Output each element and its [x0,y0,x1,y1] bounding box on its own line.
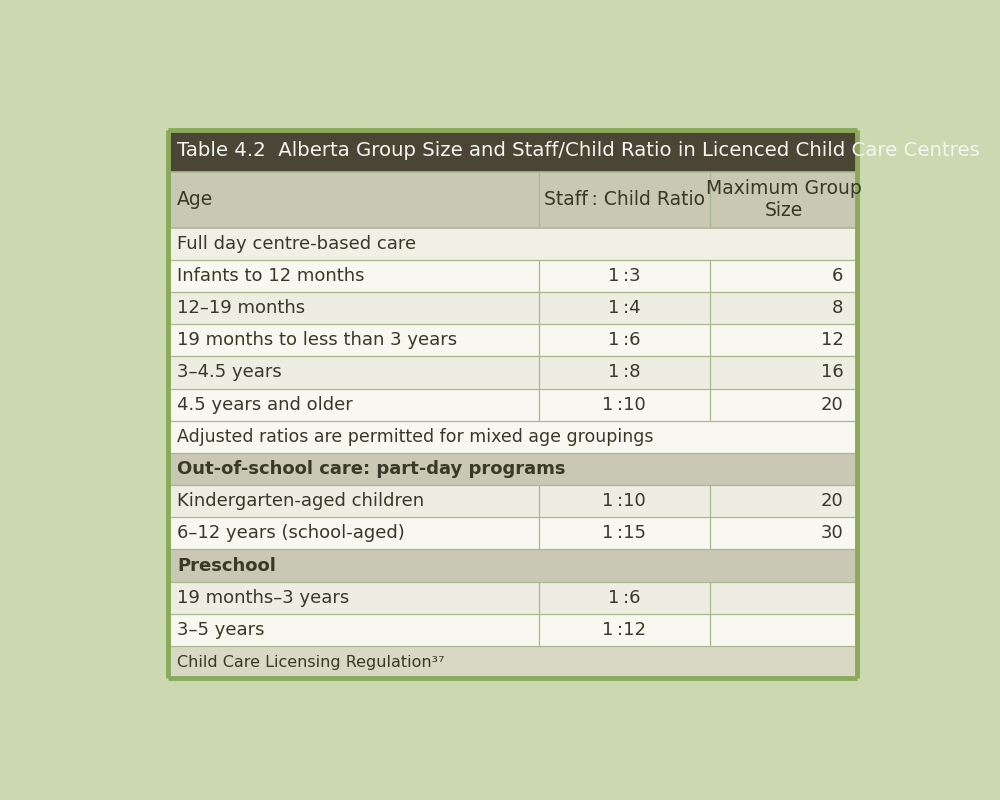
Bar [168,260,539,292]
Bar [710,389,857,421]
Bar [168,324,539,356]
Bar [168,485,539,518]
Text: 19 months to less than 3 years: 19 months to less than 3 years [177,331,457,350]
Bar [168,389,539,421]
Bar [539,172,710,228]
Text: Staff : Child Ratio: Staff : Child Ratio [544,190,705,210]
Bar [539,582,710,614]
Bar [168,582,539,614]
Bar [710,614,857,646]
Bar [710,172,857,228]
Text: 19 months–3 years: 19 months–3 years [177,589,349,606]
Text: 20: 20 [821,396,843,414]
Text: Out-of-school care: part-day programs: Out-of-school care: part-day programs [177,460,565,478]
Bar [539,518,710,550]
Bar [539,292,710,324]
Text: 1 :12: 1 :12 [602,621,646,639]
Text: Infants to 12 months: Infants to 12 months [177,267,364,285]
Text: 20: 20 [821,492,843,510]
Bar [710,518,857,550]
Text: 6: 6 [832,267,843,285]
Bar [710,356,857,389]
Text: Full day centre-based care: Full day centre-based care [177,234,416,253]
Bar [539,485,710,518]
Text: 1 :8: 1 :8 [608,363,640,382]
Bar [710,485,857,518]
Bar [168,292,539,324]
Text: 8: 8 [832,299,843,317]
Text: 1 :15: 1 :15 [602,524,646,542]
Text: 1 :6: 1 :6 [608,589,640,606]
Bar [168,614,539,646]
Text: 1 :10: 1 :10 [602,492,646,510]
Text: 30: 30 [821,524,843,542]
Text: 12: 12 [821,331,843,350]
Bar [168,518,539,550]
Text: 1 :10: 1 :10 [602,396,646,414]
Bar [168,130,857,172]
Bar [168,646,857,678]
Bar [539,260,710,292]
Text: 12–19 months: 12–19 months [177,299,305,317]
Bar [168,453,857,485]
Bar [710,260,857,292]
Text: 3–5 years: 3–5 years [177,621,264,639]
Text: 6–12 years (school-aged): 6–12 years (school-aged) [177,524,405,542]
Text: Adjusted ratios are permitted for mixed age groupings: Adjusted ratios are permitted for mixed … [177,428,653,446]
Bar [539,324,710,356]
Text: Child Care Licensing Regulation³⁷: Child Care Licensing Regulation³⁷ [177,654,444,670]
Bar [539,356,710,389]
Text: 4.5 years and older: 4.5 years and older [177,396,353,414]
Text: 1 :6: 1 :6 [608,331,640,350]
Bar [539,389,710,421]
Bar [168,172,539,228]
Bar [168,421,857,453]
Text: 1 :3: 1 :3 [608,267,641,285]
Text: Preschool: Preschool [177,557,276,574]
Bar [710,582,857,614]
Text: Kindergarten-aged children: Kindergarten-aged children [177,492,424,510]
Text: 3–4.5 years: 3–4.5 years [177,363,282,382]
Text: 1 :4: 1 :4 [608,299,641,317]
Bar [168,550,857,582]
Text: 16: 16 [821,363,843,382]
Text: Maximum Group
Size: Maximum Group Size [706,179,861,220]
Text: Table 4.2  Alberta Group Size and Staff/Child Ratio in Licenced Child Care Centr: Table 4.2 Alberta Group Size and Staff/C… [177,142,980,161]
Bar [710,324,857,356]
Bar [710,292,857,324]
Bar [168,356,539,389]
Text: Age: Age [177,190,213,210]
Bar [168,228,857,260]
Bar [539,614,710,646]
